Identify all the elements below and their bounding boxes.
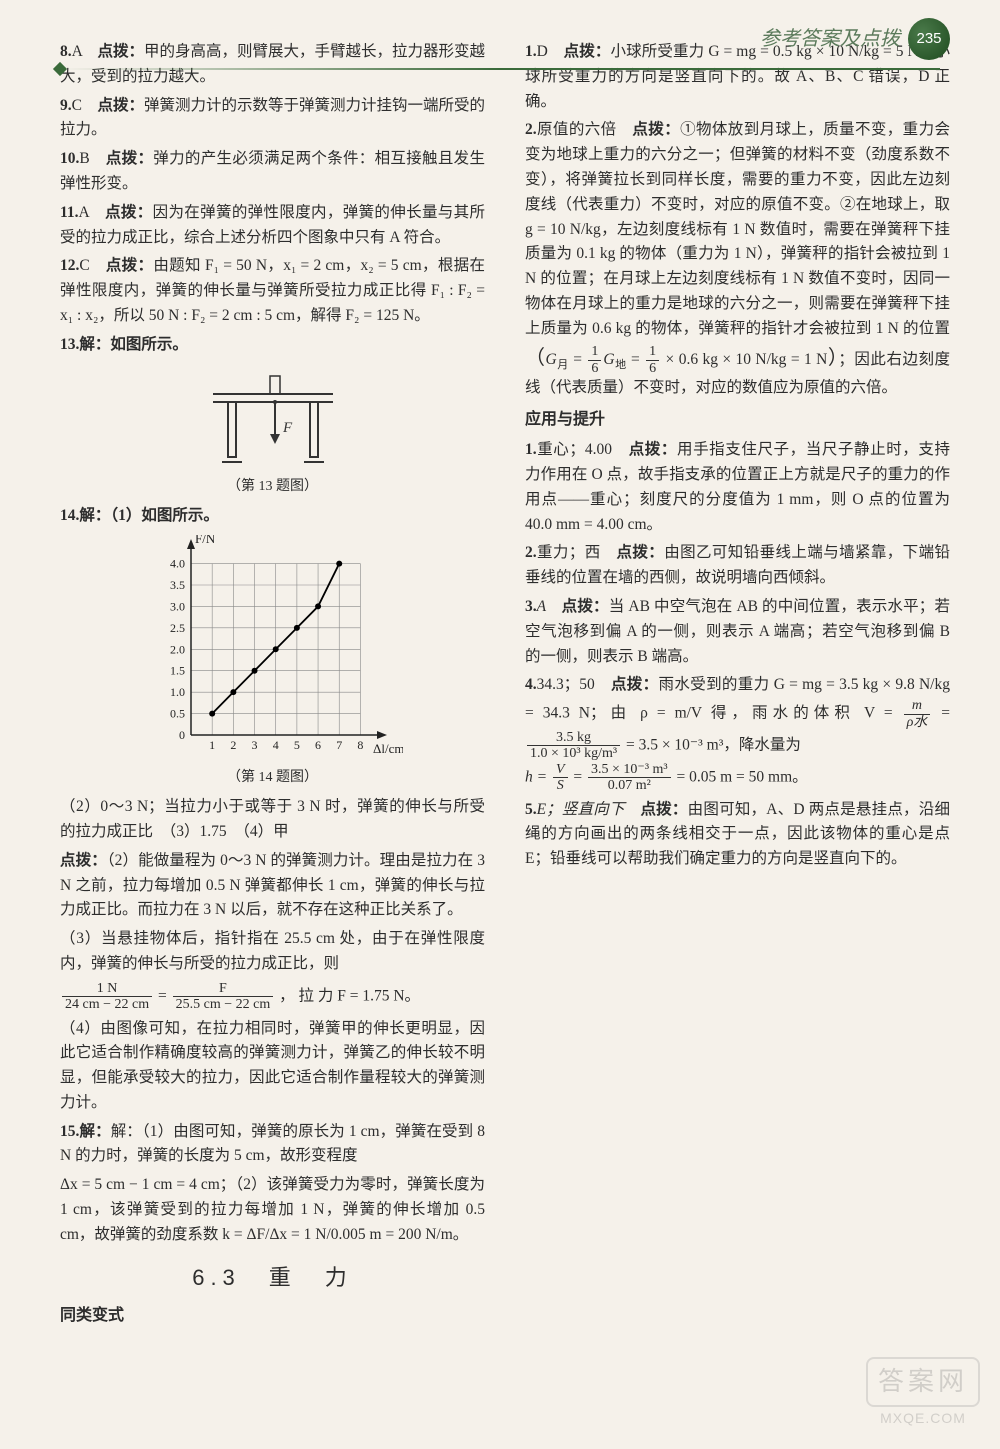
q9: 9.C 点拨：弹簧测力计的示数等于弹簧测力计挂钩一端所受的拉力。 xyxy=(60,94,485,144)
sub-yyts: 应用与提升 xyxy=(525,407,950,433)
header-rule xyxy=(60,68,940,70)
q14-frac: 1 N24 cm − 22 cm = F25.5 cm − 22 cm ， 拉 … xyxy=(60,981,485,1013)
q15: 15.解：解：（1）由图可知，弹簧的原长为 1 cm，弹簧在受到 8 N 的力时… xyxy=(60,1120,485,1170)
svg-text:1: 1 xyxy=(209,738,215,752)
yyts-q1: 1.重心；4.00 点拨：用手指支住尺子，当尺子静止时，支持力作用在 O 点，故… xyxy=(525,438,950,537)
svg-text:3.5: 3.5 xyxy=(170,578,185,592)
q10: 10.B 点拨：弹力的产生必须满足两个条件：相互接触且发生弹性形变。 xyxy=(60,147,485,197)
q14-note3: （4）由图像可知，在拉力相同时，弹簧甲的伸长更明显，因此它适合制作精确度较高的弹… xyxy=(60,1017,485,1116)
page-badge: 235 xyxy=(908,18,950,60)
svg-text:0: 0 xyxy=(179,728,185,742)
svg-text:2.0: 2.0 xyxy=(170,642,185,656)
svg-text:6: 6 xyxy=(315,738,321,752)
svg-text:0.5: 0.5 xyxy=(170,706,185,720)
svg-text:3: 3 xyxy=(251,738,257,752)
yyts-q3: 3.A 点拨：当 AB 中空气泡在 AB 的中间位置，表示水平；若空气泡移到偏 … xyxy=(525,595,950,669)
svg-text:1.0: 1.0 xyxy=(170,685,185,699)
section-63: 6.3 重 力 xyxy=(60,1260,485,1295)
sub-tlbs: 同类变式 xyxy=(60,1303,485,1329)
svg-text:1.5: 1.5 xyxy=(170,663,185,677)
header-title: 参考答案及点拨 xyxy=(760,23,900,55)
svg-text:Δl/cm: Δl/cm xyxy=(373,741,403,756)
svg-text:4.0: 4.0 xyxy=(170,556,185,570)
watermark: 答案网 MXQE.COM xyxy=(866,1357,980,1429)
fig14-caption: （第 14 题图） xyxy=(60,767,485,789)
yyts-q4: 4.34.3；50 点拨：雨水受到的重力 G = mg = 3.5 kg × 9… xyxy=(525,673,950,793)
q14-note1: 点拨：（2）能做量程为 0～3 N 的弹簧测力计。理由是拉力在 3 N 之前，拉… xyxy=(60,849,485,923)
q11: 11.A 点拨：因为在弹簧的弹性限度内，弹簧的伸长量与其所受的拉力成正比，综合上… xyxy=(60,201,485,251)
svg-text:4: 4 xyxy=(272,738,278,752)
svg-text:F: F xyxy=(282,420,293,436)
figure-13: F （第 13 题图） xyxy=(60,364,485,498)
svg-text:5: 5 xyxy=(293,738,299,752)
svg-text:2.5: 2.5 xyxy=(170,621,185,635)
tlbs-q2: 2.原值的六倍 点拨：①物体放到月球上，质量不变，重力会变为地球上重力的六分之一… xyxy=(525,118,950,400)
fig13-caption: （第 13 题图） xyxy=(60,476,485,498)
svg-text:8: 8 xyxy=(357,738,363,752)
svg-text:7: 7 xyxy=(336,738,342,752)
yyts-q5: 5.E；竖直向下 点拨：由图可知，A、D 两点是悬挂点，沿细绳的方向画出的两条线… xyxy=(525,798,950,872)
svg-text:3.0: 3.0 xyxy=(170,599,185,613)
q8: 8.A 点拨：甲的身高高，则臂展大，手臂越长，拉力器形变越大，受到的拉力越大。 xyxy=(60,40,485,90)
q14-note2: （3）当悬挂物体后，指针指在 25.5 cm 处，由于在弹性限度内，弹簧的伸长与… xyxy=(60,927,485,977)
yyts-q2: 2.重力；西 点拨：由图乙可知铅垂线上端与墙紧靠，下端铅垂线的位置在墙的西侧，故… xyxy=(525,541,950,591)
q14-head: 14.解：（1）如图所示。 xyxy=(60,504,485,529)
q14-2: （2）0～3 N；当拉力小于或等于 3 N 时，弹簧的伸长与所受的拉力成正比 （… xyxy=(60,795,485,845)
q12: 12.C 点拨：由题知 F₁ = 50 N，x₁ = 2 cm，x₂ = 5 c… xyxy=(60,254,485,328)
q13: 13.解：如图所示。 xyxy=(60,333,485,358)
q15-cont: Δx = 5 cm − 1 cm = 4 cm；（2）该弹簧受力为零时，弹簧长度… xyxy=(60,1173,485,1247)
page-content: 8.A 点拨：甲的身高高，则臂展大，手臂越长，拉力器形变越大，受到的拉力越大。 … xyxy=(0,0,1000,1370)
svg-text:2: 2 xyxy=(230,738,236,752)
figure-14: 1 2 3 4 5 6 7 8 0 0.5 1.0 1.5 2.0 2.5 3.0 3.5 4.0 Δl/cm F/… xyxy=(60,535,485,789)
svg-text:F/N: F/N xyxy=(195,535,216,546)
